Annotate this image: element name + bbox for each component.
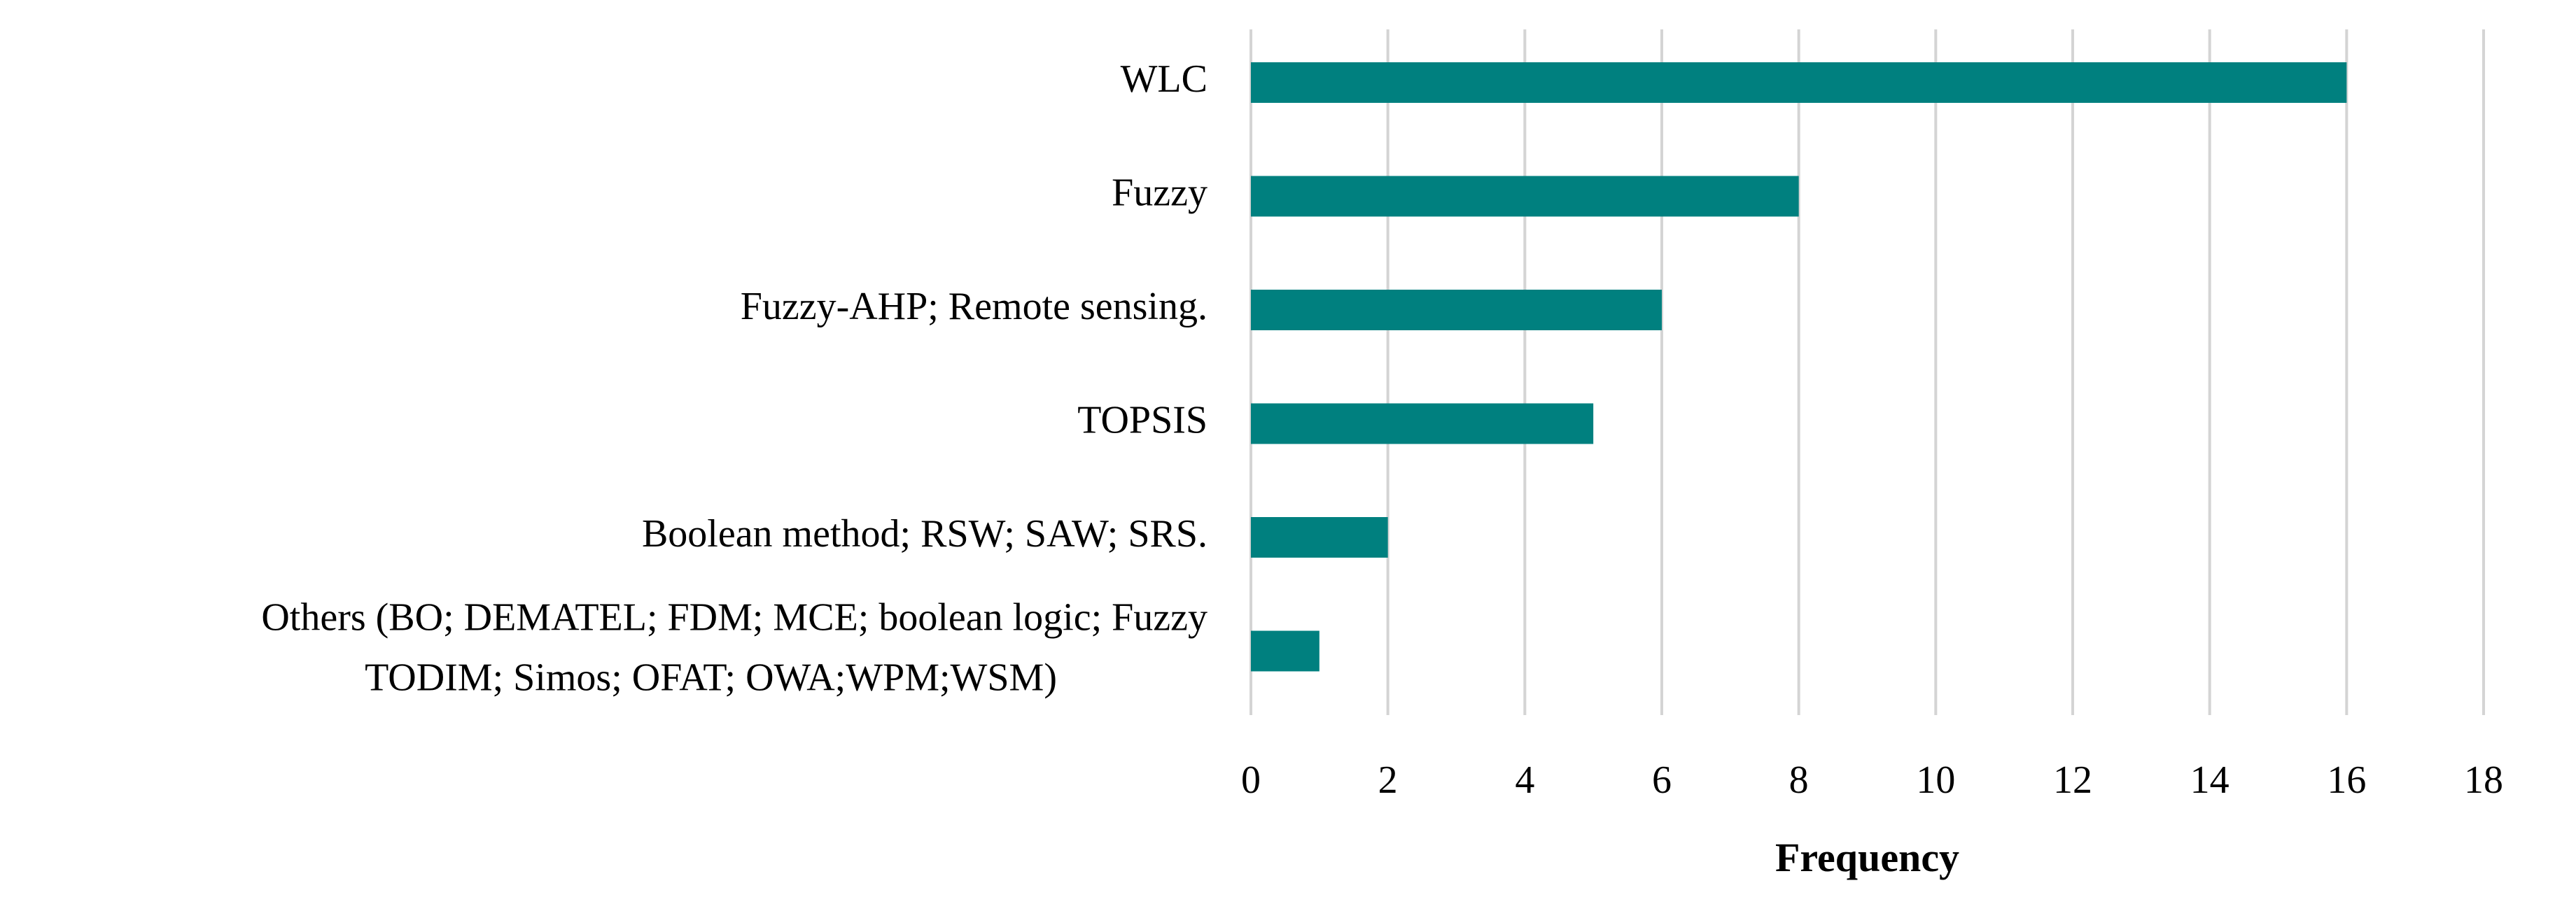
bar (1251, 403, 1594, 444)
bar (1251, 517, 1388, 558)
x-tick-label: 8 (1789, 758, 1809, 802)
category-label: Fuzzy (1112, 171, 1208, 214)
category-label: WLC (1121, 57, 1208, 101)
category-label: Boolean method; RSW; SAW; SRS. (642, 512, 1208, 556)
x-tick-label: 2 (1378, 758, 1398, 802)
bar (1251, 290, 1662, 330)
x-axis-title: Frequency (1775, 835, 1959, 880)
bar (1251, 176, 1799, 217)
bar (1251, 62, 2347, 103)
x-tick-label: 12 (2053, 758, 2092, 802)
x-tick-label: 14 (2190, 758, 2230, 802)
bars (1251, 62, 2347, 672)
category-label: Fuzzy-AHP; Remote sensing. (741, 285, 1208, 328)
x-tick-label: 6 (1652, 758, 1672, 802)
x-tick-label: 18 (2464, 758, 2503, 802)
category-label-line: TODIM; Simos; OFAT; OWA;WPM;WSM) (365, 656, 1057, 699)
bar (1251, 630, 1320, 672)
x-tick-label: 10 (1916, 758, 1955, 802)
category-labels: WLC Fuzzy Fuzzy-AHP; Remote sensing. TOPSIS… (261, 57, 1208, 700)
gridlines (1250, 29, 2485, 715)
category-label: TOPSIS (1077, 398, 1208, 442)
x-tick-label: 0 (1241, 758, 1261, 802)
category-label: Others (BO; DEMATEL; FDM; MCE; boolean l… (261, 595, 1208, 699)
x-tick-label: 16 (2327, 758, 2366, 802)
category-label-line: Others (BO; DEMATEL; FDM; MCE; boolean l… (261, 595, 1208, 639)
x-tick-label: 4 (1515, 758, 1534, 802)
x-tick-labels: 0 2 4 6 8 10 12 14 16 18 (1241, 758, 2503, 802)
